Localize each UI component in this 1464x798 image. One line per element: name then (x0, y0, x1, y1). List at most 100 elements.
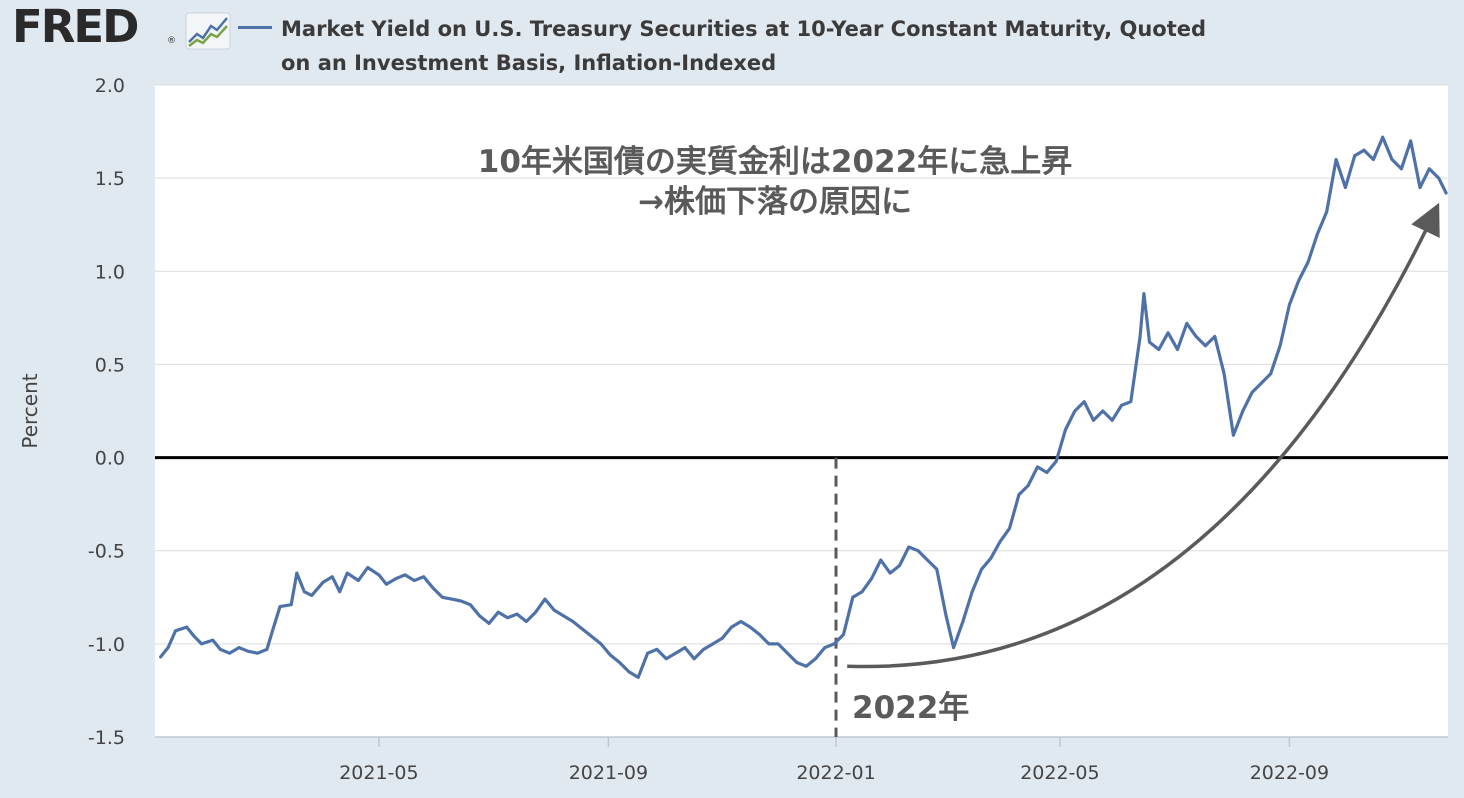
data-point (674, 651, 677, 655)
data-point (289, 603, 293, 607)
data-point (692, 657, 696, 661)
data-point (192, 635, 196, 638)
data-point (1082, 400, 1086, 404)
y-tick-label: 2.0 (95, 75, 125, 97)
data-point (487, 621, 491, 625)
data-point (870, 577, 873, 581)
data-point (1288, 303, 1291, 307)
data-point (636, 675, 640, 679)
data-point (1427, 167, 1431, 171)
data-point (655, 648, 659, 651)
data-point (1297, 279, 1301, 282)
data-point (166, 646, 170, 649)
data-point (1343, 186, 1347, 189)
data-point (534, 610, 538, 614)
data-point (524, 620, 528, 623)
data-point (431, 586, 435, 590)
logo-registered-mark: ® (167, 36, 176, 46)
data-point (377, 573, 381, 577)
x-tick-label: 2021-05 (339, 762, 418, 784)
data-point (1026, 484, 1030, 487)
data-point (851, 595, 855, 599)
series-line (159, 135, 1448, 680)
data-point (1008, 526, 1011, 530)
graph-icon (185, 12, 231, 50)
data-point (1017, 493, 1021, 497)
data-point (1269, 372, 1273, 376)
data-point (1101, 409, 1105, 413)
data-point (1381, 135, 1385, 139)
data-point (345, 571, 349, 575)
data-point (211, 638, 215, 642)
data-point (256, 651, 260, 655)
y-tick-label: 0.5 (95, 354, 125, 376)
data-point (515, 612, 519, 616)
data-point (1222, 372, 1226, 376)
data-point (730, 625, 733, 629)
data-point (1148, 340, 1151, 344)
y-axis-title: Percent (18, 373, 42, 448)
data-point (1120, 404, 1123, 407)
data-point (1045, 471, 1049, 474)
data-point (804, 664, 808, 668)
data-point (823, 646, 827, 649)
data-point (1194, 335, 1198, 338)
data-point (1437, 176, 1441, 180)
data-point (1036, 465, 1039, 469)
y-tick-label: 0.0 (95, 448, 125, 470)
data-point (1362, 148, 1366, 152)
data-point (246, 649, 250, 653)
data-point (1260, 381, 1263, 385)
data-point (1241, 409, 1245, 413)
data-point (926, 558, 929, 562)
data-point (1232, 433, 1235, 437)
data-point (599, 642, 603, 646)
data-point (646, 651, 649, 655)
data-point (1278, 344, 1282, 348)
data-point (295, 571, 299, 575)
data-point (1334, 158, 1338, 161)
x-tick-label: 2022-05 (1020, 762, 1099, 784)
data-point (366, 566, 370, 569)
x-tick-label: 2022-01 (796, 762, 875, 784)
legend-series-title[interactable]: Market Yield on U.S. Treasury Securities… (281, 17, 1207, 75)
data-point (543, 597, 547, 601)
data-point (1390, 158, 1394, 161)
data-point (608, 653, 612, 657)
data-point (1353, 154, 1357, 158)
data-point (664, 657, 668, 661)
data-point (980, 567, 983, 571)
data-point (776, 642, 780, 646)
data-point (739, 620, 743, 623)
data-point (394, 577, 398, 581)
data-point (944, 614, 948, 618)
data-point (422, 575, 426, 579)
data-point (998, 540, 1002, 543)
data-point (888, 571, 892, 575)
y-tick-label: 1.0 (95, 261, 125, 283)
data-point (200, 642, 204, 646)
data-point (1399, 167, 1403, 171)
data-point (1129, 400, 1133, 404)
data-point (1185, 322, 1189, 325)
data-point (720, 636, 724, 640)
data-point (356, 579, 360, 582)
data-point (310, 594, 314, 597)
data-point (1064, 428, 1067, 432)
trend-arrow (847, 202, 1440, 669)
data-point (898, 564, 901, 568)
data-point (330, 575, 334, 579)
data-point (1110, 418, 1114, 422)
y-tick-label: 1.5 (95, 168, 125, 190)
fred-logo[interactable]: FRED ® (12, 0, 231, 53)
data-point (1315, 232, 1319, 236)
data-point (450, 597, 454, 601)
data-point (879, 558, 883, 562)
data-point (683, 646, 687, 649)
data-point (618, 661, 621, 664)
logo-text: FRED (12, 0, 139, 53)
data-point (271, 629, 274, 633)
data-point (1138, 335, 1142, 338)
y-tick-label: -1.5 (88, 727, 125, 749)
